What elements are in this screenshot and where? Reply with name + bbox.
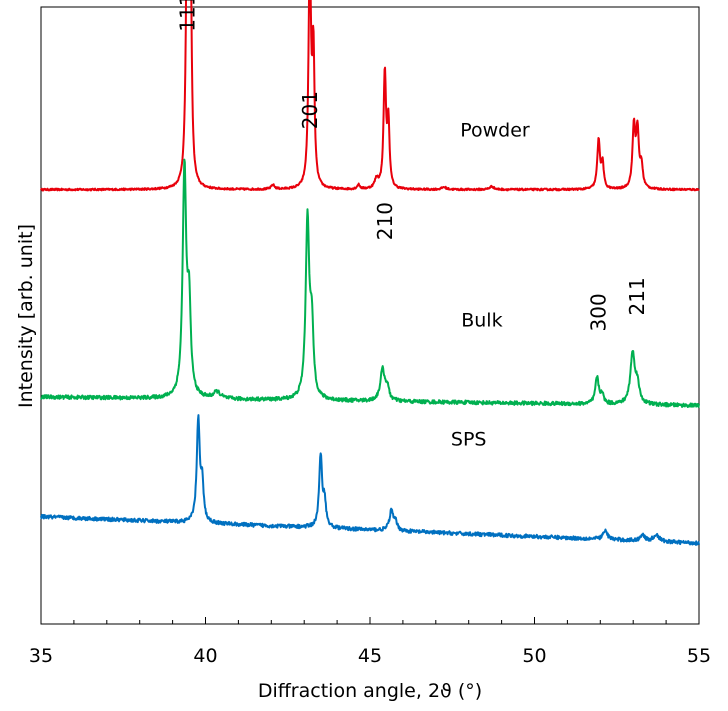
peak-label-201: 201 [298,91,322,129]
peak-label-210: 210 [373,202,397,240]
series-line-sps [40,414,700,546]
series-layer [40,0,700,546]
annotation-layer: 111 201 210 300 211 Powder Bulk SPS [175,0,649,451]
series-label-powder: Powder [460,120,530,142]
series-label-bulk: Bulk [461,310,502,332]
x-axis-title: Diffraction angle, 2ϑ (°) [258,680,482,702]
series-line-bulk [40,158,700,409]
series-label-sps: SPS [451,429,487,451]
x-tick-label: 50 [522,645,546,667]
peak-label-211: 211 [625,277,649,315]
x-tick-label: 55 [687,645,711,667]
peak-label-300: 300 [587,293,611,331]
x-tick-label: 40 [193,645,217,667]
y-axis-title: Intensity [arb. unit] [15,224,37,408]
x-ticks: 35 40 45 50 55 [29,617,711,667]
peak-label-111: 111 [175,0,199,32]
x-tick-label: 45 [358,645,382,667]
x-tick-label: 35 [29,645,53,667]
series-line-powder [40,0,700,192]
